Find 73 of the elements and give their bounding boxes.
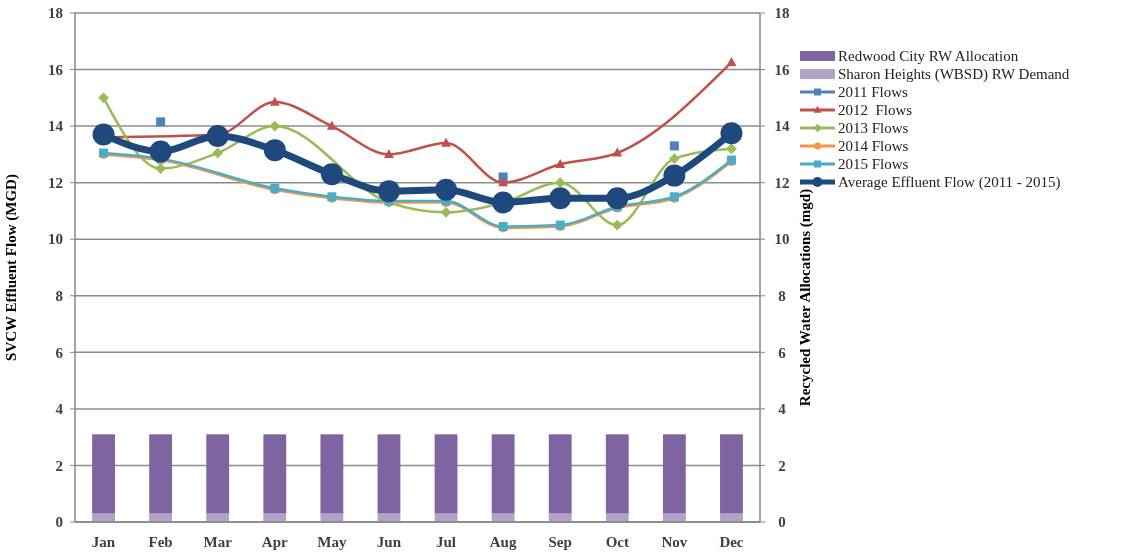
point (206, 125, 229, 148)
legend-label: Sharon Heights (WBSD) RW Demand (838, 66, 1070, 84)
y-tick-label: 8 (55, 288, 63, 305)
x-tick-label: Jan (91, 534, 116, 550)
x-tick-label: Jul (436, 534, 457, 550)
legend-label: 2012 Flows (838, 102, 913, 119)
x-tick-label: Apr (261, 534, 289, 550)
legend-label: Redwood City RW Allocation (838, 48, 1019, 65)
point (554, 177, 566, 189)
legend-label: 2013 Flows (838, 120, 909, 137)
y-tick-label: 2 (55, 457, 63, 474)
y2-tick-label: 4 (778, 401, 787, 418)
point (156, 117, 166, 127)
x-tick-label: Feb (148, 534, 173, 550)
x-tick-label: May (317, 534, 347, 550)
point (612, 147, 623, 157)
y2-tick-label: 2 (778, 457, 786, 474)
y2-tick-label: 6 (778, 344, 787, 361)
point (326, 120, 337, 130)
y-tick-label: 4 (55, 401, 64, 418)
point (212, 147, 224, 159)
y2-tick-label: 14 (774, 118, 790, 135)
x-tick-label: Oct (605, 534, 629, 550)
point (498, 177, 509, 187)
point (263, 139, 286, 162)
point (555, 158, 566, 168)
legend-label: 2014 Flows (838, 138, 909, 155)
point (549, 187, 572, 210)
point (377, 180, 400, 203)
point (726, 143, 737, 155)
point (611, 219, 623, 231)
point (720, 122, 743, 145)
y2-tick-label: 18 (774, 5, 790, 22)
x-tick-label: Jun (376, 534, 402, 550)
point (669, 141, 679, 151)
point (492, 191, 515, 214)
point (155, 163, 167, 174)
point (149, 140, 172, 163)
y-tick-label: 18 (48, 5, 63, 22)
point (98, 92, 109, 104)
y2-tick-label: 8 (778, 288, 786, 305)
point (320, 163, 343, 186)
point (384, 148, 394, 158)
y-axis-title: SVCW Effluent Flow (MGD) (3, 174, 20, 361)
y-tick-label: 16 (48, 61, 64, 78)
point (441, 137, 451, 147)
x-tick-label: Nov (661, 534, 688, 550)
point (92, 123, 115, 146)
point (663, 164, 686, 187)
y-tick-label: 14 (48, 118, 64, 135)
y2-tick-label: 10 (774, 231, 790, 248)
point (668, 153, 680, 165)
point (440, 206, 452, 218)
y2-tick-label: 0 (778, 514, 786, 531)
y-tick-label: 10 (48, 231, 63, 248)
point (606, 187, 629, 210)
x-tick-label: Aug (489, 534, 517, 550)
x-tick-label: Dec (719, 534, 744, 550)
y2-tick-label: 16 (774, 61, 790, 78)
y2-tick-label: 12 (774, 174, 790, 191)
legend-label: 2015 Flows (838, 156, 909, 173)
x-tick-label: Mar (203, 534, 233, 550)
y-tick-label: 12 (48, 174, 63, 191)
y-tick-label: 6 (55, 344, 64, 361)
point (269, 120, 281, 132)
point (269, 96, 280, 106)
y2-axis-title: Recycled Water Allocations (mgd) (797, 188, 814, 407)
legend-label: 2011 Flows (838, 84, 909, 101)
legend-label: Average Effluent Flow (2011 - 2015) (838, 174, 1061, 192)
x-tick-label: Sep (548, 534, 572, 550)
point (435, 178, 458, 201)
y-tick-label: 0 (55, 514, 63, 531)
point (726, 57, 737, 67)
